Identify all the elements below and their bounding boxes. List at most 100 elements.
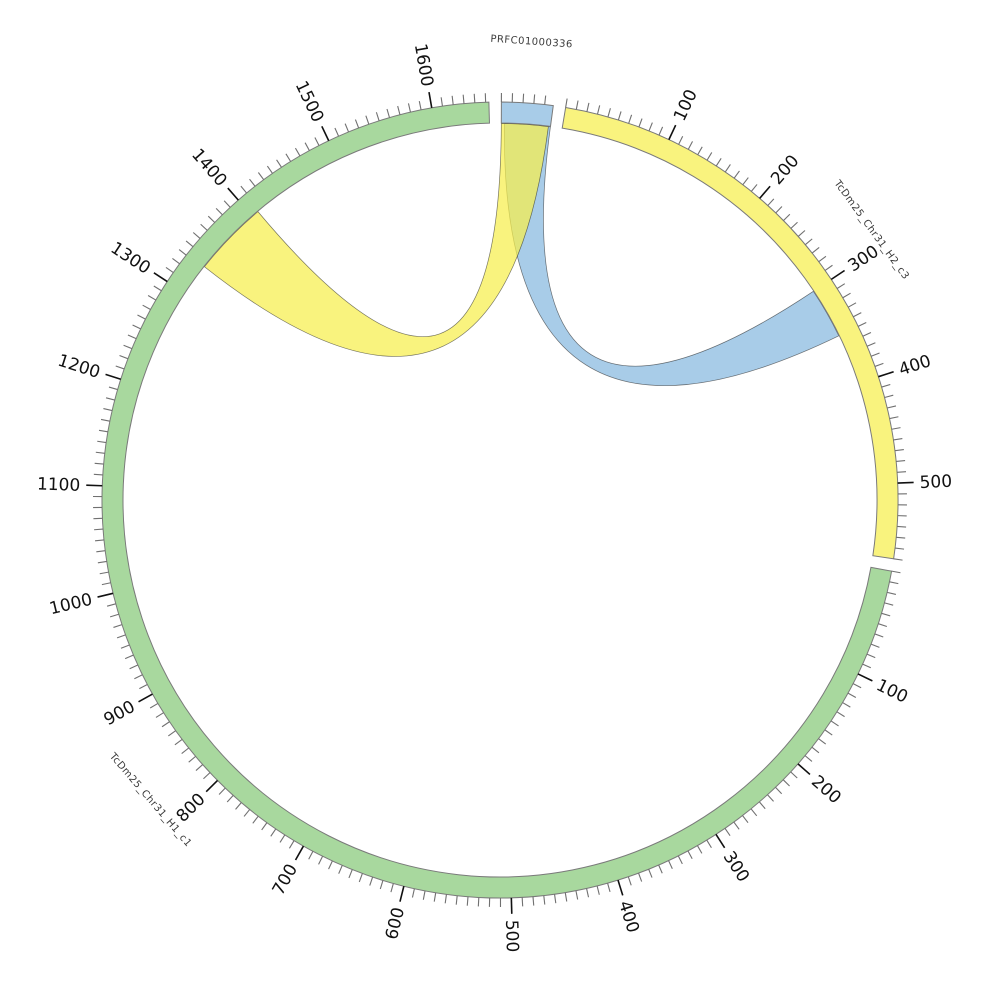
- minor-tick-TcDm25_Chr31_H1_c1-80: [867, 654, 875, 657]
- minor-tick-TcDm25_Chr31_H1_c1-1540: [366, 116, 369, 125]
- minor-tick-TcDm25_Chr31_H1_c1-1310: [166, 267, 173, 272]
- minor-tick-TcDm25_Chr31_H1_c1-1350: [193, 233, 200, 239]
- minor-tick-TcDm25_Chr31_H1_c1-1510: [335, 128, 339, 136]
- minor-tick-TcDm25_Chr31_H1_c1-750: [253, 816, 258, 823]
- minor-tick-TcDm25_Chr31_H1_c1-1570: [398, 106, 400, 115]
- minor-tick-TcDm25_Chr31_H1_c1-780: [227, 795, 233, 802]
- minor-tick-TcDm25_Chr31_H2_c3-160: [725, 164, 730, 171]
- minor-tick-TcDm25_Chr31_H2_c3-460: [893, 439, 902, 440]
- minor-tick-TcDm25_Chr31_H1_c1-1470: [295, 148, 300, 156]
- minor-tick-TcDm25_Chr31_H1_c1-1430: [258, 172, 263, 179]
- major-tick-TcDm25_Chr31_H1_c1-400: [618, 880, 623, 895]
- minor-tick-TcDm25_Chr31_H1_c1-640: [359, 873, 362, 881]
- major-tick-TcDm25_Chr31_H1_c1-200: [798, 764, 810, 775]
- minor-tick-TcDm25_Chr31_H1_c1-1560: [387, 109, 390, 118]
- major-tick-TcDm25_Chr31_H1_c1-1600: [429, 92, 432, 108]
- minor-tick-TcDm25_Chr31_H1_c1-1190: [109, 387, 118, 390]
- minor-tick-TcDm25_Chr31_H1_c1-720: [280, 835, 285, 843]
- minor-tick-TcDm25_Chr31_H1_c1-440: [576, 891, 578, 900]
- minor-tick-TcDm25_Chr31_H2_c3-440: [890, 417, 899, 419]
- minor-tick-TcDm25_Chr31_H2_c3-250: [798, 230, 805, 236]
- minor-tick-TcDm25_Chr31_H1_c1-1010: [102, 583, 111, 585]
- minor-tick-TcDm25_Chr31_H1_c1-890: [150, 703, 158, 708]
- major-tick-TcDm25_Chr31_H2_c3-300: [831, 271, 844, 280]
- minor-tick-TcDm25_Chr31_H1_c1-50: [878, 624, 887, 627]
- minor-tick-TcDm25_Chr31_H1_c1-620: [380, 880, 383, 889]
- minor-tick-TcDm25_Chr31_H1_c1-790: [219, 788, 225, 795]
- tick-label-TcDm25_Chr31_H1_c1-1400: 1400: [187, 145, 231, 191]
- minor-tick-TcDm25_Chr31_H1_c1-20: [887, 592, 896, 594]
- minor-tick-TcDm25_Chr31_H1_c1-1290: [154, 286, 162, 291]
- minor-tick-TcDm25_Chr31_H1_c1-650: [349, 870, 352, 878]
- major-tick-TcDm25_Chr31_H1_c1-1200: [106, 374, 121, 379]
- minor-tick-TcDm25_Chr31_H1_c1-1590: [419, 101, 421, 110]
- minor-tick-TcDm25_Chr31_H1_c1-1160: [101, 419, 110, 421]
- minor-tick-TcDm25_Chr31_H1_c1-1260: [137, 315, 145, 319]
- minor-tick-TcDm25_Chr31_H1_c1-820: [196, 765, 203, 771]
- minor-tick-TcDm25_Chr31_H1_c1-840: [182, 748, 189, 754]
- labels-layer: 1002003004005001002003004005006007008009…: [37, 34, 953, 953]
- minor-tick-TcDm25_Chr31_H1_c1-310: [707, 840, 712, 848]
- minor-tick-TcDm25_Chr31_H1_c1-1130: [96, 452, 105, 453]
- minor-tick-TcDm25_Chr31_H1_c1-270: [743, 816, 748, 823]
- minor-tick-TcDm25_Chr31_H1_c1-550: [456, 896, 457, 905]
- minor-tick-TcDm25_Chr31_H1_c1-130: [843, 703, 851, 708]
- minor-tick-TcDm25_Chr31_H1_c1-1040: [96, 551, 105, 552]
- major-tick-TcDm25_Chr31_H1_c1-1400: [228, 188, 239, 200]
- minor-tick-TcDm25_Chr31_H1_c1-1050: [95, 540, 104, 541]
- minor-tick-TcDm25_Chr31_H2_c3-50: [618, 111, 621, 120]
- minor-tick-TcDm25_Chr31_H2_c3-90: [659, 127, 663, 135]
- tick-label-TcDm25_Chr31_H1_c1-1500: 1500: [291, 78, 328, 126]
- minor-tick-TcDm25_Chr31_H2_c3-330: [848, 303, 856, 307]
- minor-tick-TcDm25_Chr31_H1_c1-1220: [120, 356, 128, 359]
- minor-tick-TcDm25_Chr31_H2_c3-570: [894, 559, 903, 560]
- minor-tick-TcDm25_Chr31_H1_c1-480: [533, 897, 534, 906]
- minor-tick-TcDm25_Chr31_H1_c1-1280: [148, 296, 156, 301]
- segment-arc-PRFC01000336: [501, 102, 553, 126]
- minor-tick-TcDm25_Chr31_H1_c1-110: [853, 684, 861, 688]
- minor-tick-TcDm25_Chr31_H2_c3-320: [843, 293, 851, 298]
- minor-tick-TcDm25_Chr31_H1_c1-1640: [474, 94, 475, 103]
- minor-tick-TcDm25_Chr31_H1_c1-190: [805, 756, 812, 762]
- minor-tick-TcDm25_Chr31_H1_c1-760: [244, 809, 250, 816]
- minor-tick-TcDm25_Chr31_H1_c1-280: [734, 822, 739, 829]
- minor-tick-TcDm25_Chr31_H2_c3-10: [576, 101, 578, 110]
- minor-tick-TcDm25_Chr31_H2_c3-480: [896, 461, 905, 462]
- minor-tick-TcDm25_Chr31_H1_c1-1610: [441, 97, 442, 106]
- minor-tick-TcDm25_Chr31_H2_c3-190: [751, 184, 757, 191]
- major-tick-TcDm25_Chr31_H1_c1-900: [139, 694, 153, 702]
- minor-tick-TcDm25_Chr31_H2_c3-450: [892, 428, 901, 430]
- minor-tick-TcDm25_Chr31_H1_c1-450: [565, 893, 566, 902]
- minor-tick-TcDm25_Chr31_H2_c3-130: [698, 147, 702, 155]
- minor-tick-TcDm25_Chr31_H1_c1-930: [130, 665, 138, 669]
- minor-tick-TcDm25_Chr31_H1_c1-1180: [106, 398, 115, 400]
- minor-tick-TcDm25_Chr31_H1_c1-240: [768, 795, 774, 802]
- minor-tick-TcDm25_Chr31_H1_c1-260: [751, 809, 757, 816]
- minor-tick-TcDm25_Chr31_H1_c1-1580: [408, 103, 410, 112]
- minor-tick-TcDm25_Chr31_H1_c1-1340: [186, 241, 193, 247]
- minor-tick-TcDm25_Chr31_H2_c3-360: [863, 333, 871, 337]
- tick-label-TcDm25_Chr31_H1_c1-1300: 1300: [107, 238, 154, 278]
- minor-tick-TcDm25_Chr31_H1_c1-710: [289, 841, 294, 849]
- minor-tick-TcDm25_Chr31_H1_c1-1410: [241, 186, 247, 193]
- minor-tick-TcDm25_Chr31_H2_c3-40: [608, 108, 610, 117]
- minor-tick-TcDm25_Chr31_H1_c1-940: [125, 655, 133, 659]
- major-tick-TcDm25_Chr31_H1_c1-100: [858, 674, 872, 681]
- minor-tick-TcDm25_Chr31_H1_c1-610: [391, 883, 393, 892]
- tick-label-TcDm25_Chr31_H1_c1-1000: 1000: [48, 590, 95, 620]
- minor-tick-TcDm25_Chr31_H1_c1-290: [725, 828, 730, 835]
- minor-tick-TcDm25_Chr31_H1_c1-970: [113, 625, 122, 628]
- major-tick-TcDm25_Chr31_H2_c3-400: [878, 372, 893, 377]
- minor-tick-TcDm25_Chr31_H1_c1-1140: [97, 441, 106, 442]
- minor-tick-TcDm25_Chr31_H1_c1-1270: [143, 305, 151, 309]
- minor-tick-TcDm25_Chr31_H1_c1-1370: [208, 216, 214, 222]
- minor-tick-TcDm25_Chr31_H1_c1-1420: [250, 179, 256, 186]
- tick-label-TcDm25_Chr31_H1_c1-700: 700: [269, 861, 302, 899]
- minor-tick-TcDm25_Chr31_H1_c1-10: [890, 582, 899, 584]
- minor-tick-TcDm25_Chr31_H1_c1-40: [882, 613, 891, 616]
- segment-label-TcDm25_Chr31_H1_c1: TcDm25_Chr31_H1_c1: [106, 750, 193, 849]
- minor-tick-TcDm25_Chr31_H1_c1-990: [107, 604, 116, 606]
- minor-tick-TcDm25_Chr31_H1_c1-30: [884, 603, 893, 605]
- minor-tick-TcDm25_Chr31_H1_c1-210: [791, 772, 798, 778]
- minor-tick-TcDm25_Chr31_H1_c1-370: [649, 869, 652, 877]
